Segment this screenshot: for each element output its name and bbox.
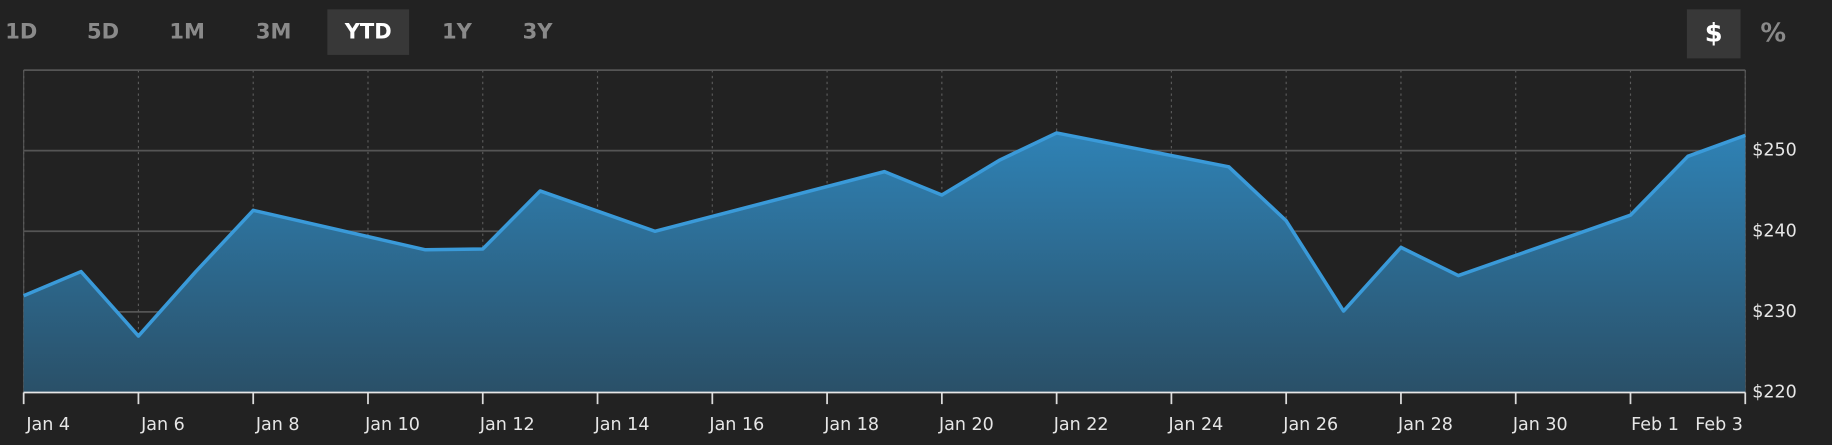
x-tick-label: Jan 26 (1282, 415, 1338, 435)
y-tick-label: $240 (1752, 221, 1797, 241)
y-tick-label: $230 (1752, 302, 1797, 322)
x-tick-label: Jan 8 (255, 415, 300, 435)
range-button[interactable]: 1Y (442, 19, 473, 44)
x-tick-label: Jan 10 (364, 415, 420, 435)
range-button[interactable]: 3M (256, 19, 292, 44)
area-fill (23, 132, 1746, 393)
x-tick-label: Jan 24 (1168, 415, 1224, 435)
range-button[interactable]: 3Y (523, 19, 554, 44)
x-tick-label: Jan 28 (1397, 415, 1453, 435)
x-tick-label: Jan 30 (1512, 415, 1568, 435)
unit-button[interactable]: % (1760, 18, 1786, 48)
controls: 1D 5D 1M 3M YTD 1Y 3Y $% (5, 9, 1786, 59)
y-tick-label: $220 (1752, 382, 1797, 402)
x-tick-label: Jan 22 (1053, 415, 1109, 435)
range-button-bg (327, 9, 410, 55)
y-tick-label: $250 (1752, 141, 1797, 161)
unit-button-bg (1686, 9, 1741, 59)
price-line (22, 131, 1746, 338)
range-button[interactable]: 5D (87, 19, 119, 44)
x-tick-label: Jan 12 (479, 415, 535, 435)
unit-button[interactable]: $ (1705, 18, 1723, 48)
x-tick-label: Feb 1 (1631, 415, 1679, 435)
x-tick-label: Jan 6 (140, 415, 185, 435)
axes: $220 $230 $240 $250 Jan 4 Jan 6 Jan 8 Jan 10 Jan… (22, 141, 1797, 435)
x-tick-label: Feb 3 (1695, 415, 1743, 435)
range-button[interactable]: YTD (344, 19, 392, 44)
plot (22, 131, 1746, 393)
range-button[interactable]: 1M (169, 19, 205, 44)
x-tick-label: Jan 16 (708, 415, 764, 435)
x-tick-label: Jan 18 (823, 415, 879, 435)
range-button[interactable]: 1D (5, 19, 37, 44)
x-tick-label: Jan 20 (938, 415, 994, 435)
x-tick-label: Jan 14 (594, 415, 650, 435)
x-tick-label: Jan 4 (25, 415, 70, 435)
